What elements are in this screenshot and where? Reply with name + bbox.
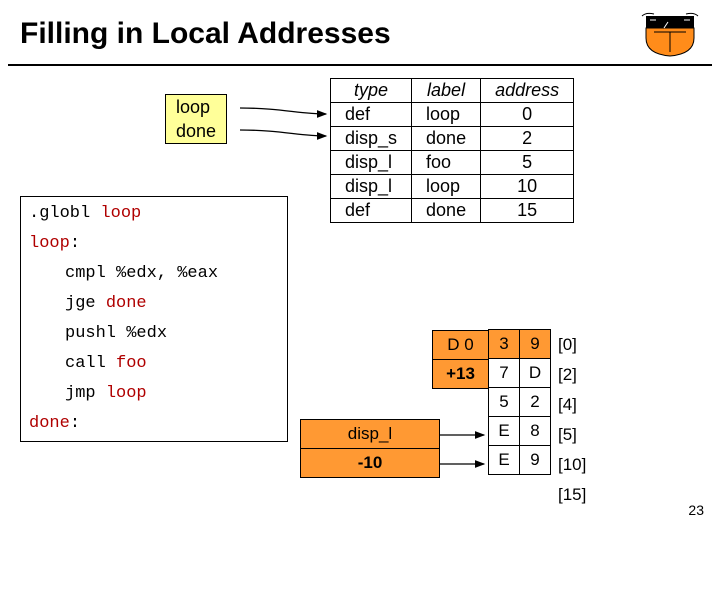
offset-label: [2] (558, 360, 586, 390)
offset-label: [0] (558, 330, 586, 360)
code-red-label: loop (29, 234, 70, 253)
symtab-cell-type: disp_s (331, 127, 412, 151)
symbol-table: type label address defloop0disp_sdone2di… (330, 78, 574, 223)
symtab-cell-label: done (412, 127, 481, 151)
symtab-cell-address: 15 (481, 199, 574, 223)
plus13-box: +13 (432, 359, 489, 389)
symtab-cell-label: foo (412, 151, 481, 175)
symtab-header-label: label (412, 79, 481, 103)
princeton-shield-icon (640, 10, 700, 58)
symbol-box: loop done (165, 94, 227, 144)
assembly-code: .globl looploop:cmpl %edx, %eaxjge donep… (20, 196, 288, 442)
symtab-row: defloop0 (331, 103, 574, 127)
byte-col-2: 9D289 (519, 330, 551, 475)
code-red-label: done (29, 414, 70, 433)
slide: Filling in Local Addresses loop done typ… (0, 0, 720, 540)
page-number: 23 (688, 502, 704, 518)
symtab-cell-address: 10 (481, 175, 574, 199)
byte-cell: 9 (519, 445, 551, 475)
code-red-label: done (106, 294, 147, 313)
symtab-cell-address: 0 (481, 103, 574, 127)
symtab-cell-type: def (331, 199, 412, 223)
symtab-cell-type: disp_l (331, 151, 412, 175)
symtab-row: disp_lfoo5 (331, 151, 574, 175)
byte-cell: E (488, 445, 520, 475)
slide-title: Filling in Local Addresses (20, 17, 391, 51)
byte-col-1: 375EE (488, 330, 520, 475)
symtab-cell-type: def (331, 103, 412, 127)
code-red-label: loop (100, 204, 141, 223)
code-line: done: (29, 409, 279, 439)
code-line: cmpl %edx, %eax (29, 259, 279, 289)
code-line: pushl %edx (29, 319, 279, 349)
code-line: jge done (29, 289, 279, 319)
code-line: jmp loop (29, 379, 279, 409)
mid-boxes: disp_l -10 (300, 420, 440, 478)
offset-label: [4] (558, 390, 586, 420)
byte-columns: 375EE 9D289 (488, 330, 551, 475)
code-line: .globl loop (29, 199, 279, 229)
code-red-label: loop (106, 384, 147, 403)
byte-cell: 3 (488, 329, 520, 359)
offset-label: [15] (558, 480, 586, 510)
symtab-header-address: address (481, 79, 574, 103)
symtab-cell-label: done (412, 199, 481, 223)
mid-box-value: -10 (300, 448, 440, 478)
symtab-cell-address: 2 (481, 127, 574, 151)
symbol-box-row: loop (166, 95, 226, 119)
title-bar: Filling in Local Addresses (0, 0, 720, 64)
symtab-cell-address: 5 (481, 151, 574, 175)
offset-labels: [0][2][4][5][10][15] (558, 330, 586, 510)
byte-cell: 5 (488, 387, 520, 417)
mid-box-displ: disp_l (300, 419, 440, 449)
symtab-header-type: type (331, 79, 412, 103)
byte-cell: E (488, 416, 520, 446)
symtab-row: disp_lloop10 (331, 175, 574, 199)
symtab-row: defdone15 (331, 199, 574, 223)
code-line: call foo (29, 349, 279, 379)
symtab-cell-label: loop (412, 103, 481, 127)
d0-box: D 0 (432, 330, 489, 360)
content-area: loop done type label address defloop0dis… (0, 66, 720, 526)
symtab-cell-label: loop (412, 175, 481, 199)
symtab-row: disp_sdone2 (331, 127, 574, 151)
byte-cell: 7 (488, 358, 520, 388)
offset-label: [10] (558, 450, 586, 480)
code-red-label: foo (116, 354, 147, 373)
code-line: loop: (29, 229, 279, 259)
byte-cell: 8 (519, 416, 551, 446)
offset-label: [5] (558, 420, 586, 450)
symtab-cell-type: disp_l (331, 175, 412, 199)
byte-cell: 9 (519, 329, 551, 359)
symbol-box-row: done (166, 119, 226, 143)
byte-cell: D (519, 358, 551, 388)
byte-cell: 2 (519, 387, 551, 417)
